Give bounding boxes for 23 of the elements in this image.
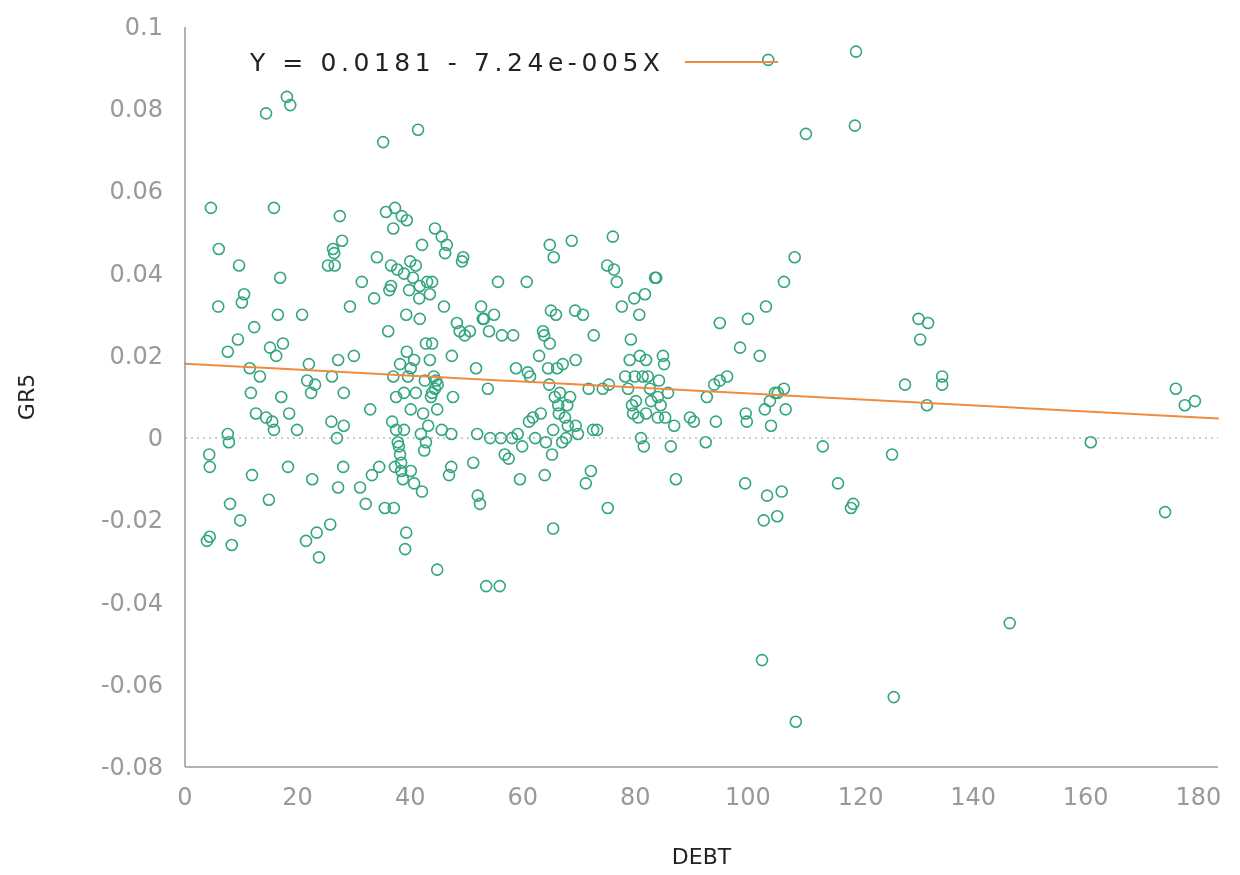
x-tick-label: 40 (394, 783, 426, 811)
y-tick-label: 0 (147, 424, 163, 453)
y-tick-label: 0.02 (109, 341, 163, 370)
x-tick-label: 100 (725, 783, 771, 811)
y-tick-label: 0.06 (109, 177, 163, 206)
x-tick-label: 160 (1062, 783, 1109, 811)
y-tick-label: 0.04 (109, 259, 163, 288)
x-tick-label: 80 (620, 783, 651, 811)
x-tick-label: 0 (177, 783, 193, 811)
y-tick-label: -0.08 (100, 753, 163, 781)
y-tick-label: -0.06 (100, 670, 163, 699)
x-tick-label: 140 (950, 783, 997, 811)
y-tick-label: 0.08 (109, 95, 163, 124)
x-axis-title: DEBT (671, 844, 732, 869)
x-tick-label: 180 (1175, 783, 1222, 811)
legend-label: Y = 0.0181 - 7.24e-005X (249, 48, 660, 77)
y-tick-label: -0.02 (100, 506, 163, 535)
x-tick-label: 120 (837, 783, 884, 811)
y-tick-label: 0.1 (124, 13, 163, 41)
x-tick-label: 60 (507, 783, 539, 811)
y-axis-title: GR5 (14, 373, 39, 421)
x-tick-label: 20 (282, 783, 313, 811)
y-tick-label: -0.04 (100, 588, 163, 617)
